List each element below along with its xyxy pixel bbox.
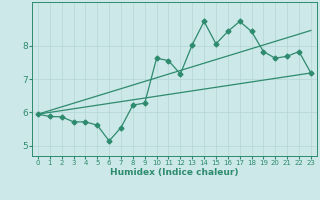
X-axis label: Humidex (Indice chaleur): Humidex (Indice chaleur) [110, 168, 239, 177]
